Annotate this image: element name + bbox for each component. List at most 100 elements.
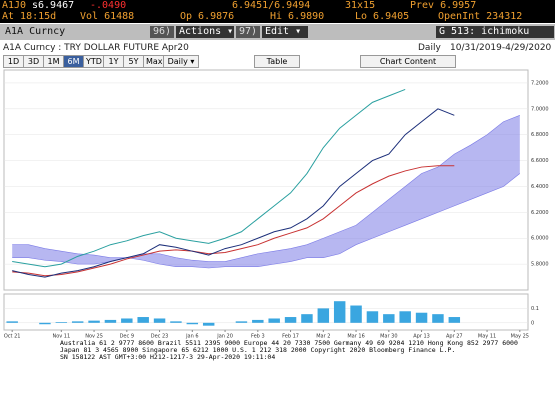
macd-bar bbox=[383, 314, 395, 323]
y-tick-label: 5.8000 bbox=[531, 262, 549, 268]
macd-bar bbox=[366, 311, 379, 323]
range-button[interactable]: YTD bbox=[83, 55, 104, 68]
y-tick-label: 7.0000 bbox=[531, 106, 549, 112]
chart-content-button[interactable]: Chart Content bbox=[360, 55, 456, 68]
quote-row: A1J0 s6.9467 -.0490 6.9451/6.9494 31x15 … bbox=[0, 0, 555, 11]
macd-bar bbox=[317, 308, 330, 323]
chart-title: A1A Curncy : TRY DOLLAR FUTURE Apr20 bbox=[3, 43, 189, 53]
period: Daily bbox=[418, 43, 441, 53]
y-tick-label: 6.8000 bbox=[531, 132, 549, 138]
macd-bar bbox=[39, 322, 51, 325]
y-tick-label: 6.2000 bbox=[531, 210, 549, 216]
range-button[interactable]: 3D bbox=[23, 55, 44, 68]
frequency-select[interactable]: Daily ▾ bbox=[163, 55, 199, 68]
series-line bbox=[12, 88, 406, 268]
footer-line: Australia 61 2 9777 8600 Brazil 5511 239… bbox=[60, 339, 518, 347]
x-tick-label: Dec 9 bbox=[120, 334, 134, 340]
footer-line: Japan 81 3 4565 8900 Singapore 65 6212 1… bbox=[60, 346, 456, 354]
x-tick-label: Jan 6 bbox=[185, 334, 198, 340]
series-line bbox=[12, 108, 455, 278]
macd-bar bbox=[415, 312, 428, 323]
x-tick-label: Mar 16 bbox=[347, 334, 364, 340]
y2-tick-label: 0 bbox=[531, 320, 534, 326]
macd-bar bbox=[432, 314, 444, 323]
macd-bar bbox=[350, 305, 362, 323]
x-tick-label: Dec 23 bbox=[151, 334, 169, 340]
macd-bar bbox=[170, 321, 182, 323]
high: Hi 6.9890 bbox=[270, 11, 325, 22]
x-tick-label: Apr 13 bbox=[413, 334, 430, 340]
macd-bar bbox=[301, 314, 313, 323]
macd-bar bbox=[284, 317, 297, 323]
x-tick-label: Apr 27 bbox=[446, 334, 463, 340]
open-interest: OpenInt 234312 bbox=[438, 11, 523, 22]
range-button[interactable]: 5Y bbox=[123, 55, 144, 68]
x-tick-label: May 11 bbox=[478, 334, 496, 340]
y-tick-label: 6.4000 bbox=[531, 184, 549, 190]
change: -.0490 bbox=[90, 0, 127, 11]
macd-bar bbox=[137, 317, 149, 323]
macd-bar bbox=[121, 318, 133, 323]
actions-button[interactable]: Actions ▾ bbox=[176, 26, 234, 38]
x-tick-label: Feb 3 bbox=[251, 334, 265, 340]
x-tick-label: Mar 30 bbox=[380, 334, 397, 340]
range-button[interactable]: 1D bbox=[3, 55, 24, 68]
macd-bar bbox=[399, 311, 411, 323]
menu-bar: A1A Curncy 96) Actions ▾ 97) Edit ▾ G 51… bbox=[0, 24, 555, 40]
template: G 513: ichimoku bbox=[436, 26, 554, 38]
macd-bar bbox=[6, 321, 18, 323]
y-tick-label: 6.6000 bbox=[531, 158, 549, 164]
macd-bar bbox=[268, 318, 280, 323]
ticker: A1J0 bbox=[2, 0, 27, 11]
macd-bar bbox=[55, 322, 68, 323]
table-button[interactable]: Table bbox=[254, 55, 300, 68]
macd-bar bbox=[252, 319, 264, 323]
x-tick-label: Feb 17 bbox=[282, 334, 299, 340]
stats-row: At 18:15d Vol 61488 Op 6.9876 Hi 6.9890 … bbox=[0, 11, 555, 23]
size: 31x15 bbox=[345, 0, 376, 11]
macd-bar bbox=[104, 319, 117, 323]
x-tick-label: Nov 11 bbox=[52, 334, 70, 340]
macd-bar bbox=[153, 318, 166, 323]
range-button[interactable]: Max bbox=[143, 55, 164, 68]
cloud bbox=[12, 115, 520, 268]
macd-bar bbox=[186, 322, 199, 325]
series-line bbox=[12, 165, 455, 277]
footer-line: SN 158122 AST GMT+3:00 H212-1217-3 29-Ap… bbox=[60, 353, 276, 361]
volume: Vol 61488 bbox=[80, 11, 135, 22]
y-tick-label: 7.2000 bbox=[531, 80, 549, 86]
bid-ask: 6.9451/6.9494 bbox=[232, 0, 311, 11]
time: At 18:15d bbox=[2, 11, 57, 22]
macd-bar bbox=[333, 301, 346, 323]
open: Op 6.9876 bbox=[180, 11, 235, 22]
security: A1A Curncy bbox=[5, 26, 66, 37]
chart: 5.8000 6.0000 6.2000 6.4000 6.6000 6.8000 7.00… bbox=[3, 69, 549, 340]
macd-bar bbox=[88, 320, 100, 323]
range-button[interactable]: 1M bbox=[43, 55, 64, 68]
macd-bar bbox=[71, 321, 84, 323]
macd-bg bbox=[3, 293, 529, 331]
prev: Prev 6.9957 bbox=[410, 0, 477, 11]
x-tick-label: Jan 20 bbox=[216, 334, 233, 340]
x-tick-label: Mar 2 bbox=[316, 334, 330, 340]
actions-num: 96) bbox=[150, 26, 175, 38]
y-tick-label: 6.0000 bbox=[531, 236, 549, 242]
macd-bar bbox=[235, 321, 248, 323]
footer: Australia 61 2 9777 8600 Brazil 5511 239… bbox=[60, 340, 555, 361]
macd-bar bbox=[202, 322, 215, 326]
edit-button[interactable]: Edit ▾ bbox=[262, 26, 308, 38]
x-tick-label: Nov 25 bbox=[85, 334, 103, 340]
macd-bar bbox=[448, 317, 461, 323]
x-tick-label: May 25 bbox=[511, 334, 529, 340]
x-tick-label: Oct 21 bbox=[4, 334, 21, 340]
low: Lo 6.9405 bbox=[355, 11, 410, 22]
y2-tick-label: 0.1 bbox=[531, 306, 539, 312]
date-range: 10/31/2019-4/29/2020 bbox=[450, 43, 552, 53]
series-line bbox=[12, 115, 520, 265]
range-button[interactable]: 6M bbox=[63, 55, 84, 68]
series-line bbox=[12, 173, 520, 269]
edit-num: 97) bbox=[236, 26, 261, 38]
range-button[interactable]: 1Y bbox=[103, 55, 124, 68]
subtitle-row: A1A Curncy : TRY DOLLAR FUTURE Apr20 Dai… bbox=[0, 42, 555, 54]
